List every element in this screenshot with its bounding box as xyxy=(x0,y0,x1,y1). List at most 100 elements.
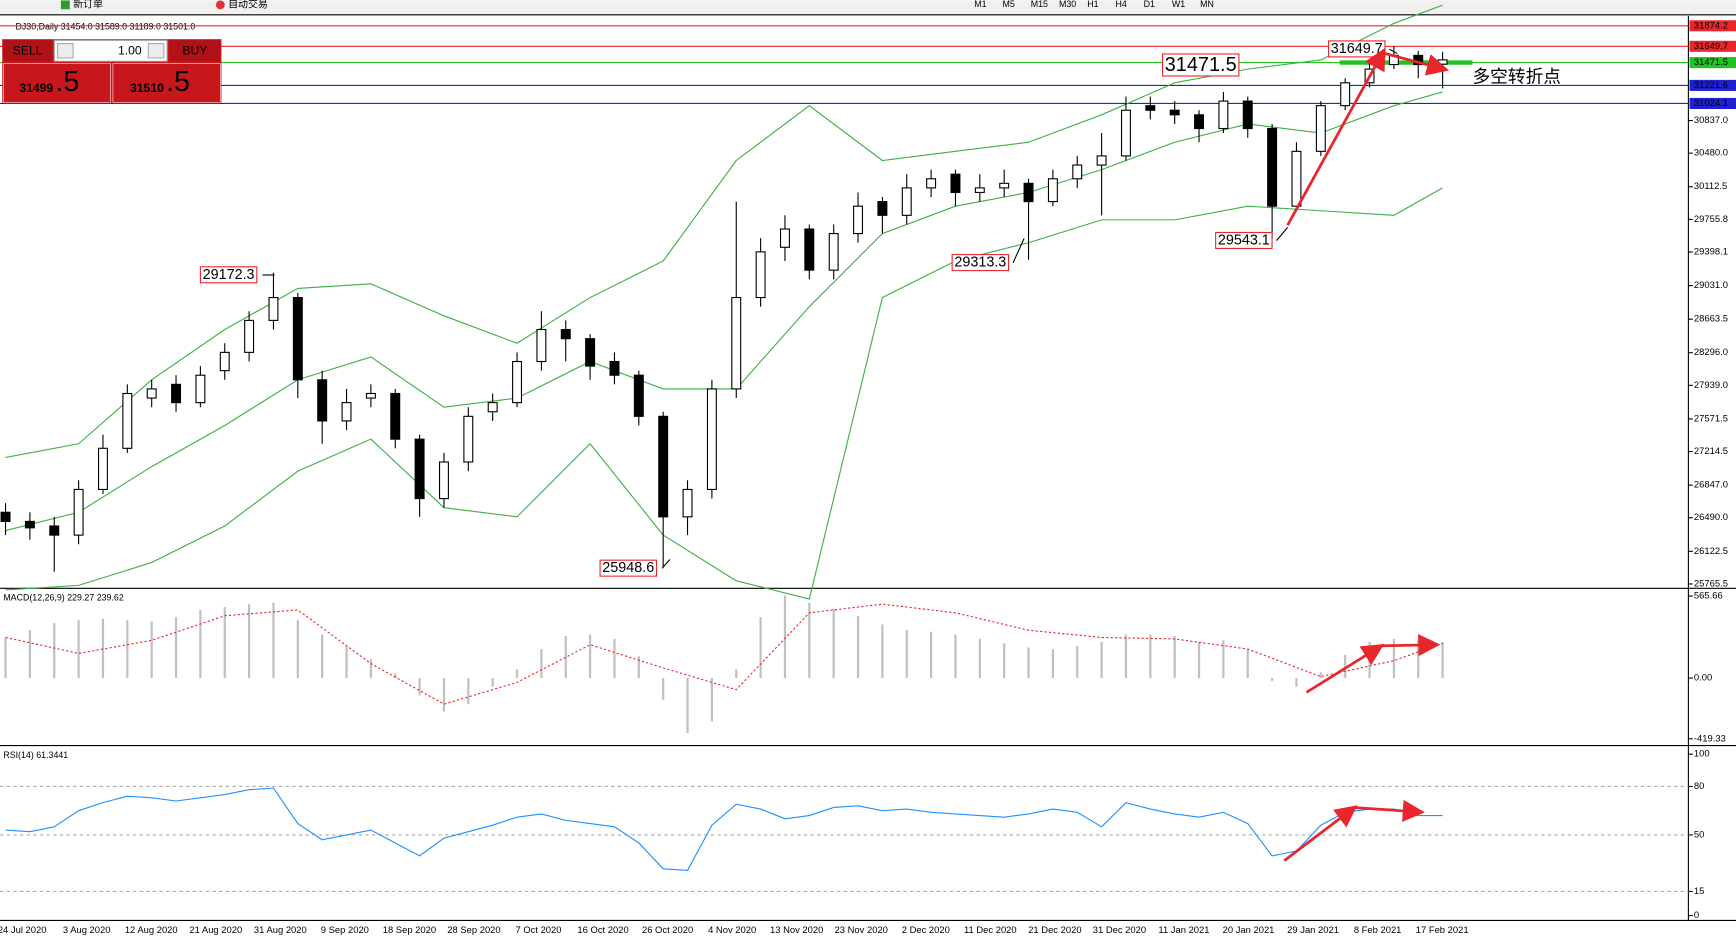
x-tick-label: 18 Sep 2020 xyxy=(383,924,436,935)
lots-up[interactable] xyxy=(147,43,165,59)
timeframe-button[interactable]: MN xyxy=(1200,0,1214,9)
y-tick-label: 15 xyxy=(1694,885,1704,896)
level-label: 31471.5 xyxy=(1694,56,1728,67)
candle-body xyxy=(1267,127,1278,207)
level-label-bg xyxy=(1689,79,1736,91)
candle-body xyxy=(1315,105,1326,152)
candle-body xyxy=(536,328,547,363)
timeframe-button[interactable]: M30 xyxy=(1059,0,1076,9)
candle-body xyxy=(706,388,717,490)
candle-body xyxy=(24,520,35,529)
y-tick-label: 0.00 xyxy=(1694,672,1712,683)
candle-body xyxy=(1340,82,1351,107)
sell-label[interactable]: SELL xyxy=(13,44,43,58)
timeframe-button[interactable]: H1 xyxy=(1087,0,1098,9)
timeframe-button[interactable]: M5 xyxy=(1003,0,1015,9)
time-axis: 24 Jul 2020 3 Aug 2020 12 Aug 2020 21 Aug 2… xyxy=(0,924,1469,935)
timeframe-button[interactable]: M1 xyxy=(974,0,986,9)
x-tick-label: 12 Aug 2020 xyxy=(125,924,178,935)
x-tick-label: 13 Nov 2020 xyxy=(770,924,823,935)
lots-input[interactable] xyxy=(53,39,168,62)
candle-body xyxy=(1218,100,1229,130)
bid-box[interactable] xyxy=(3,63,111,103)
candle-body xyxy=(585,338,596,367)
candle-body xyxy=(1145,105,1156,111)
sell-button[interactable] xyxy=(3,40,53,62)
annotation-hook xyxy=(1276,227,1289,242)
candle-body xyxy=(1023,182,1034,203)
x-tick-label: 28 Sep 2020 xyxy=(447,924,500,935)
panel-title: MACD(12,26,9) 229.27 239.62 xyxy=(3,593,124,603)
x-tick-label: 9 Sep 2020 xyxy=(321,924,369,935)
candle-body xyxy=(512,360,523,404)
candle-body xyxy=(1437,59,1448,65)
new-order-button[interactable]: 新订单 xyxy=(73,0,103,10)
candle-body xyxy=(804,228,815,271)
bid-fraction: .5 xyxy=(55,66,79,98)
y-tick-label: 27939.0 xyxy=(1694,379,1728,390)
candle-body xyxy=(731,296,742,390)
x-tick-label: 21 Dec 2020 xyxy=(1028,924,1081,935)
arrow xyxy=(1384,52,1450,76)
x-tick-label: 17 Feb 2021 xyxy=(1416,924,1469,935)
annotation-box xyxy=(599,559,658,577)
annotation: 29172.3 xyxy=(203,267,255,283)
candle-body xyxy=(438,461,449,500)
timeframe-button[interactable]: M15 xyxy=(1031,0,1048,9)
y-tick-label: 565.66 xyxy=(1694,590,1723,601)
trade-panel: SELL 1.00 BUY 31499 .5 31510 .5 xyxy=(2,39,222,104)
candle-body xyxy=(1120,109,1131,157)
candle-body xyxy=(268,296,279,321)
arrow xyxy=(1352,799,1425,822)
buy-label[interactable]: BUY xyxy=(182,44,207,58)
candle-body xyxy=(219,351,230,372)
timeframe-button[interactable]: D1 xyxy=(1144,0,1155,9)
annotation-box xyxy=(199,266,258,284)
auto-trading-button[interactable]: 自动交易 xyxy=(228,0,268,10)
candle-body xyxy=(171,383,182,404)
candle-body xyxy=(341,402,352,422)
annotation: 25948.6 xyxy=(602,560,654,576)
y-tick-label: 29031.0 xyxy=(1694,279,1728,290)
x-tick-label: 2 Dec 2020 xyxy=(902,924,950,935)
buy-button[interactable] xyxy=(169,40,221,62)
annotation: 31471.5 xyxy=(1165,54,1237,76)
candle-body xyxy=(97,447,108,490)
lots-down[interactable] xyxy=(57,43,74,59)
x-tick-label: 26 Oct 2020 xyxy=(642,924,693,935)
y-tick-label: 50 xyxy=(1694,828,1704,839)
candle-body xyxy=(560,328,571,340)
drawn-arrows xyxy=(1283,47,1450,862)
candle-body xyxy=(365,392,376,399)
y-tick-label: -419.33 xyxy=(1694,732,1726,743)
macd-panel: MACD(12,26,9) 229.27 239.62 565.66 0.00 -41… xyxy=(3,590,1726,744)
candle-body xyxy=(999,182,1010,189)
ask-box[interactable] xyxy=(112,63,221,103)
macd-signal xyxy=(5,603,1443,705)
new-order-icon[interactable] xyxy=(60,0,70,10)
level-label: 31024.1 xyxy=(1694,97,1728,108)
annotation: 29313.3 xyxy=(954,255,1006,271)
arrow xyxy=(1286,47,1386,226)
y-tick-label: 29755.8 xyxy=(1694,213,1728,224)
y-tick-label: 100 xyxy=(1694,748,1710,759)
lots-value[interactable]: 1.00 xyxy=(118,44,142,58)
candle-body xyxy=(1096,155,1107,166)
candle-body xyxy=(0,511,11,522)
candle-body xyxy=(414,438,425,500)
candle-body xyxy=(974,187,985,194)
timeframe-button[interactable]: H4 xyxy=(1115,0,1126,9)
annotation-box xyxy=(1215,231,1273,250)
candle-body xyxy=(49,525,60,536)
candle-body xyxy=(1047,178,1058,203)
candle-body xyxy=(877,201,888,216)
y-tick-label: 26490.0 xyxy=(1694,511,1728,522)
candle-body xyxy=(73,488,84,536)
timeframe-button[interactable]: W1 xyxy=(1172,0,1185,9)
candle-body xyxy=(463,415,474,463)
annotation-hook xyxy=(661,559,671,569)
toolbar xyxy=(0,0,1736,14)
candle-body xyxy=(609,360,620,376)
x-tick-label: 20 Jan 2021 xyxy=(1223,924,1275,935)
auto-trading-icon[interactable] xyxy=(215,0,225,10)
